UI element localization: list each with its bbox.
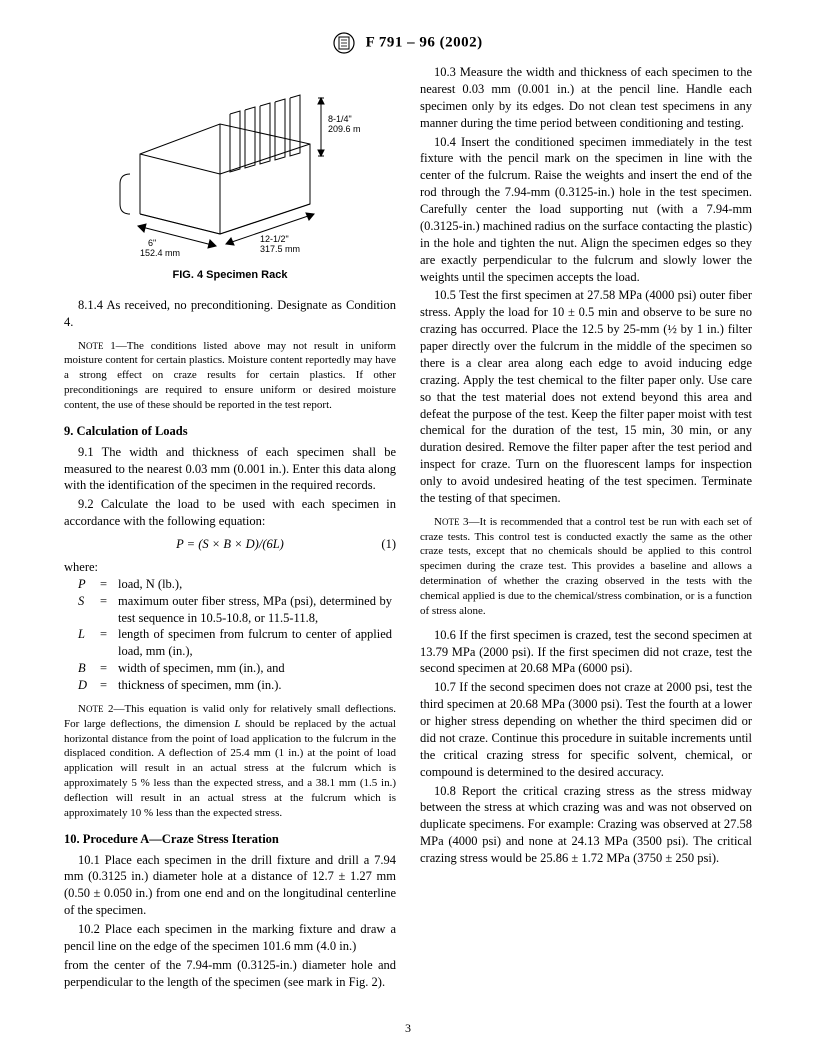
content-columns: 8-1/4" 209.6 mm 12-1/2" 317.5 mm 6" 152.… <box>64 64 752 1004</box>
svg-text:152.4 mm: 152.4 mm <box>140 248 180 258</box>
astm-logo <box>333 32 355 54</box>
svg-text:209.6 mm: 209.6 mm <box>328 124 360 134</box>
para-10-8: 10.8 Report the critical crazing stress … <box>420 783 752 867</box>
para-10-1: 10.1 Place each specimen in the drill fi… <box>64 852 396 920</box>
where-table: P=load, N (lb.), S=maximum outer fiber s… <box>78 576 396 694</box>
para-8-1-4: 8.1.4 As received, no preconditioning. D… <box>64 297 396 331</box>
dim-a: 8-1/4" <box>328 114 352 124</box>
para-10-3: 10.3 Measure the width and thickness of … <box>420 64 752 132</box>
page-header: F 791 – 96 (2002) <box>64 32 752 54</box>
para-10-2b: from the center of the 7.94-mm (0.3125-i… <box>64 957 396 991</box>
svg-text:317.5 mm: 317.5 mm <box>260 244 300 254</box>
dim-b: 12-1/2" <box>260 234 289 244</box>
para-10-5: 10.5 Test the first specimen at 27.58 MP… <box>420 287 752 506</box>
para-10-4: 10.4 Insert the conditioned specimen imm… <box>420 134 752 286</box>
figure-caption: FIG. 4 Specimen Rack <box>64 268 396 283</box>
para-10-7: 10.7 If the second specimen does not cra… <box>420 679 752 780</box>
section-9-title: 9. Calculation of Loads <box>64 423 396 440</box>
page-number: 3 <box>0 1020 816 1036</box>
section-10-title: 10. Procedure A—Craze Stress Iteration <box>64 831 396 848</box>
para-10-2a: 10.2 Place each specimen in the marking … <box>64 921 396 955</box>
dim-c: 6" <box>148 238 156 248</box>
para-9-2: 9.2 Calculate the load to be used with e… <box>64 496 396 530</box>
para-10-6: 10.6 If the first specimen is crazed, te… <box>420 627 752 678</box>
note-2: NOTE 2—This equation is valid only for r… <box>64 702 396 821</box>
designation: F 791 – 96 (2002) <box>366 34 483 50</box>
equation-1: P = (S × B × D)/(6L) (1) <box>64 536 396 553</box>
note-1: NOTE 1—The conditions listed above may n… <box>64 339 396 413</box>
para-9-1: 9.1 The width and thickness of each spec… <box>64 444 396 495</box>
where-label: where: <box>64 559 396 576</box>
figure-4: 8-1/4" 209.6 mm 12-1/2" 317.5 mm 6" 152.… <box>64 64 396 283</box>
note-3: NOTE 3—It is recommended that a control … <box>420 515 752 619</box>
specimen-rack-drawing: 8-1/4" 209.6 mm 12-1/2" 317.5 mm 6" 152.… <box>100 64 360 264</box>
